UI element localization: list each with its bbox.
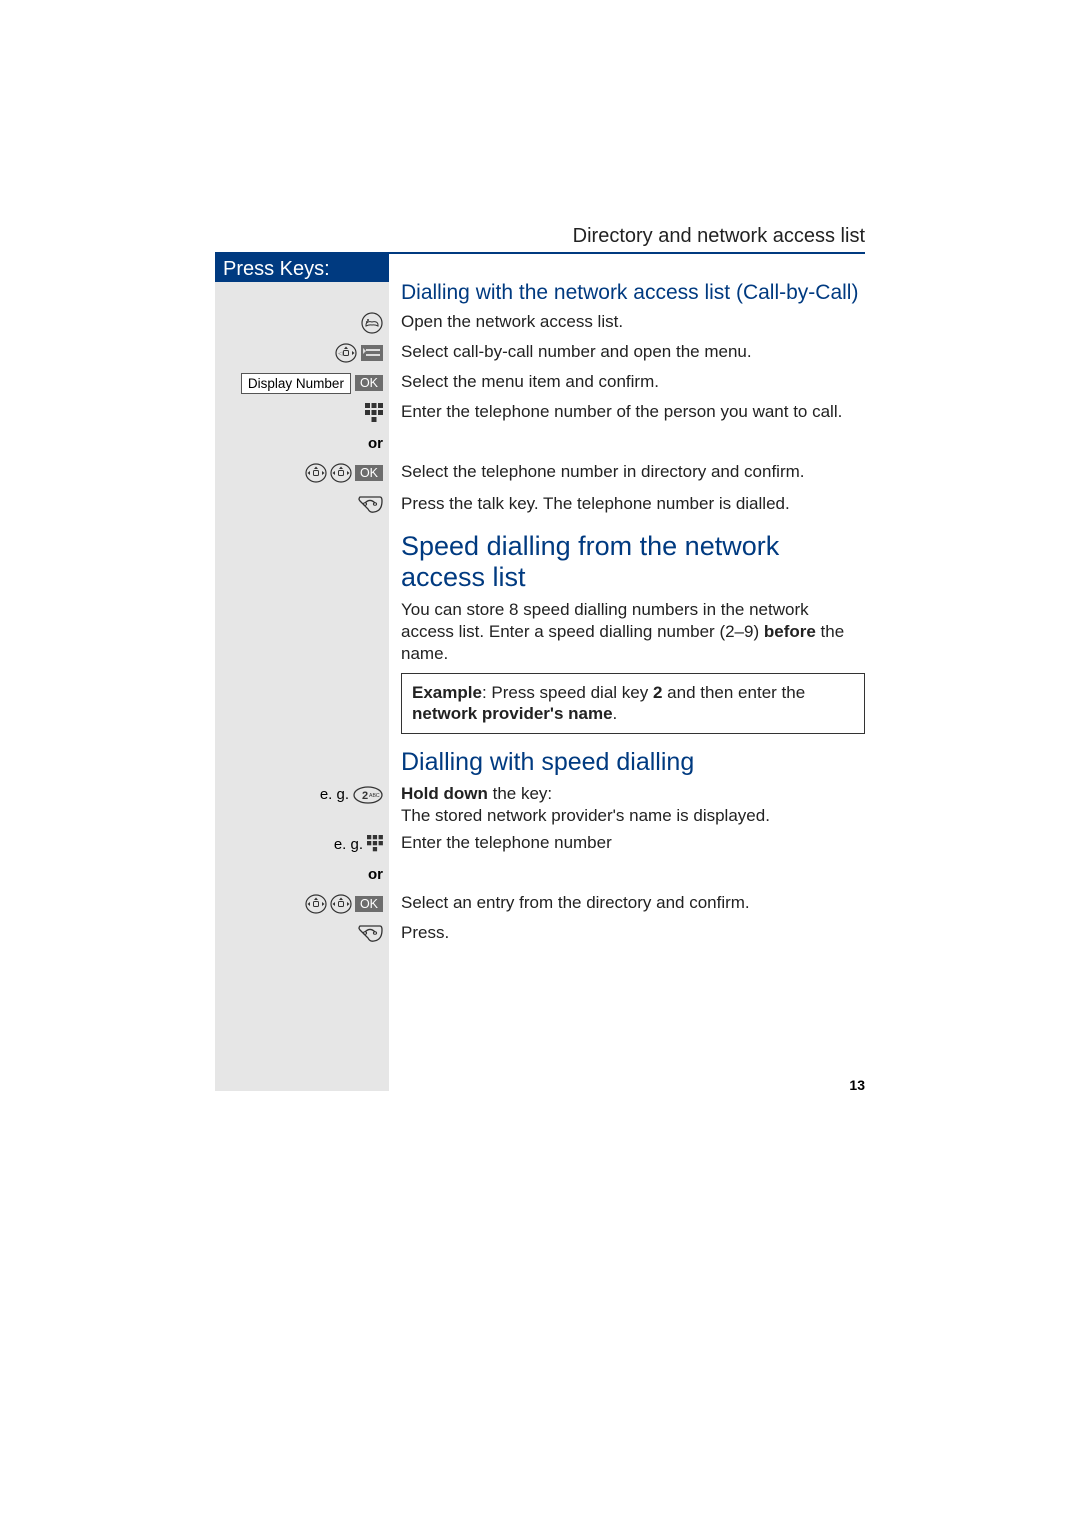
step-select-cbc: Select call-by-call number and open the …	[389, 341, 865, 363]
menu-icon	[361, 345, 383, 361]
nav-key-icon-3	[305, 894, 327, 914]
svg-text:ABC: ABC	[369, 793, 380, 799]
svg-text:2: 2	[362, 790, 368, 802]
header-section-title: Directory and network access list	[573, 225, 865, 248]
section-3-title: Dialling with speed dialling	[401, 748, 865, 777]
nav-right-key-icon: ◁	[335, 343, 357, 363]
page-number: 13	[849, 1077, 865, 1093]
step-select-dir: Select the telephone number in directory…	[389, 461, 865, 483]
network-list-key-icon	[361, 312, 383, 334]
nav-key-icon-1	[305, 463, 327, 483]
step-enter-tel: Enter the telephone number of the person…	[389, 401, 865, 423]
or-label-2: or	[368, 866, 383, 883]
keypad-icon-2	[367, 835, 383, 853]
step-hold-down: Hold down the key: The stored network pr…	[389, 783, 865, 827]
ok-button-3: OK	[355, 896, 383, 912]
step-select-menu: Select the menu item and confirm.	[389, 371, 865, 393]
nav-key-icon-4	[330, 894, 352, 914]
step-press-talk: Press the talk key. The telephone number…	[389, 493, 865, 515]
content-area: Dialling with the network access list (C…	[215, 280, 865, 952]
example-box: Example: Press speed dial key 2 and then…	[401, 673, 865, 735]
nav-key-icon-2	[330, 463, 352, 483]
ok-button-2: OK	[355, 465, 383, 481]
svg-text:◁: ◁	[338, 351, 343, 357]
manual-page: Directory and network access list Press …	[0, 0, 1080, 1528]
section-2-title: Speed dialling from the network access l…	[401, 531, 865, 593]
step-press: Press.	[389, 922, 865, 944]
step-open-list: Open the network access list.	[389, 311, 865, 333]
eg-label-2: e. g.	[334, 836, 363, 853]
talk-key-icon	[357, 495, 383, 515]
or-label-1: or	[368, 435, 383, 452]
ok-button: OK	[355, 375, 383, 391]
keypad-icon	[365, 403, 383, 423]
step-enter-tel-2: Enter the telephone number	[389, 832, 865, 854]
section-1-title: Dialling with the network access list (C…	[401, 280, 865, 305]
section-2-body: You can store 8 speed dialling numbers i…	[389, 599, 865, 664]
eg-label-1: e. g.	[320, 786, 349, 803]
talk-key-icon-2	[357, 924, 383, 944]
step-select-entry: Select an entry from the directory and c…	[389, 892, 865, 914]
key-2-icon: 2 ABC	[353, 786, 383, 804]
display-number-menu-item: Display Number	[241, 373, 351, 394]
